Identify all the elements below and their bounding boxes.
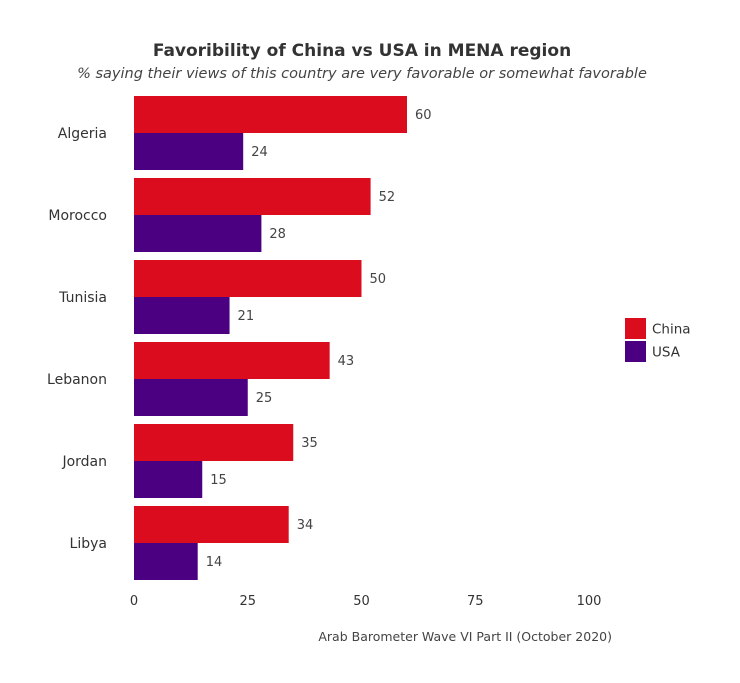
chart-caption: Arab Barometer Wave VI Part II (October … [318, 629, 612, 644]
legend-label-usa: USA [652, 345, 681, 361]
x-tick-label-100: 100 [577, 594, 602, 609]
category-label-jordan: Jordan [61, 454, 107, 470]
legend-swatch-usa [625, 341, 646, 362]
data-label-usa-jordan: 15 [210, 473, 227, 488]
data-label-china-jordan: 35 [301, 436, 318, 451]
data-label-usa-lebanon: 25 [256, 391, 273, 406]
bar-usa-libya [134, 543, 198, 580]
bar-usa-jordan [134, 461, 203, 498]
x-axis: 0 25 50 75 100 [130, 594, 602, 609]
bar-china-libya [134, 506, 289, 543]
category-label-algeria: Algeria [58, 126, 107, 142]
bar-usa-lebanon [134, 379, 248, 416]
category-label-tunisia: Tunisia [58, 290, 107, 306]
category-label-libya: Libya [70, 536, 107, 552]
bars-layer [134, 96, 407, 580]
data-label-china-tunisia: 50 [370, 272, 387, 287]
category-label-lebanon: Lebanon [47, 372, 107, 388]
bar-china-tunisia [134, 260, 362, 297]
bar-china-morocco [134, 178, 371, 215]
x-tick-label-75: 75 [467, 594, 484, 609]
legend-swatch-china [625, 318, 646, 339]
x-tick-label-0: 0 [130, 594, 138, 609]
bar-china-lebanon [134, 342, 330, 379]
data-label-usa-morocco: 28 [269, 227, 286, 242]
bar-usa-tunisia [134, 297, 230, 334]
data-label-usa-tunisia: 21 [238, 309, 255, 324]
data-label-usa-algeria: 24 [251, 145, 268, 160]
data-label-usa-libya: 14 [206, 555, 223, 570]
data-label-china-morocco: 52 [379, 190, 396, 205]
bar-china-algeria [134, 96, 407, 133]
bar-usa-morocco [134, 215, 262, 252]
labels-layer: 60 24 Algeria 52 28 Morocco 50 21 Tunisia 43 25 Leb… [47, 108, 432, 570]
chart-subtitle: % saying their views of this country are… [77, 66, 647, 82]
chart-title: Favoribility of China vs USA in MENA reg… [153, 41, 571, 61]
x-tick-label-25: 25 [239, 594, 256, 609]
data-label-china-lebanon: 43 [338, 354, 355, 369]
category-label-morocco: Morocco [48, 208, 107, 224]
bar-china-jordan [134, 424, 294, 461]
legend: China USA [625, 318, 691, 362]
data-label-china-algeria: 60 [415, 108, 432, 123]
bar-usa-algeria [134, 133, 244, 170]
data-label-china-libya: 34 [297, 518, 314, 533]
x-tick-label-50: 50 [353, 594, 370, 609]
legend-label-china: China [652, 322, 691, 338]
